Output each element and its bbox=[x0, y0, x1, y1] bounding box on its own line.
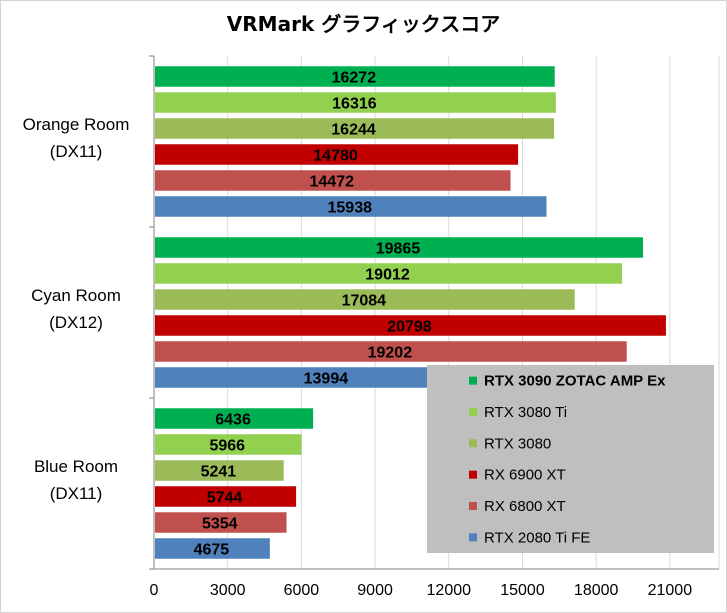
bar bbox=[155, 144, 519, 165]
data-label: 16244 bbox=[331, 122, 376, 139]
data-label: 14780 bbox=[313, 148, 358, 165]
category-label: (DX11) bbox=[50, 484, 103, 503]
data-label: 5744 bbox=[207, 490, 243, 507]
legend-box bbox=[427, 365, 714, 553]
axes: 0 3000 6000 9000 12000 15000 18000 21000 Orange … bbox=[23, 55, 719, 599]
category-label: (DX11) bbox=[50, 142, 103, 161]
bar bbox=[155, 434, 302, 455]
legend-entry: RTX 3080 Ti bbox=[484, 404, 567, 421]
data-label: 20798 bbox=[387, 319, 432, 336]
data-label: 17084 bbox=[342, 293, 387, 310]
bars: 16272 16316 16244 14780 14472 15938 19865 19012… bbox=[155, 66, 666, 559]
data-label: 15938 bbox=[328, 200, 373, 217]
legend-swatch bbox=[469, 439, 477, 448]
x-tick-label: 15000 bbox=[500, 582, 545, 599]
x-tick-label: 0 bbox=[150, 582, 159, 599]
legend-swatch bbox=[469, 376, 477, 385]
legend-swatch bbox=[469, 470, 477, 479]
data-label: 16316 bbox=[332, 96, 377, 113]
legend-entry: RX 6900 XT bbox=[484, 467, 566, 484]
bar bbox=[155, 408, 314, 429]
legend-entry: RTX 3080 bbox=[484, 435, 551, 452]
data-label: 19865 bbox=[376, 241, 421, 258]
legend-entry: RTX 3090 ZOTAC AMP Ex bbox=[484, 373, 666, 390]
bar bbox=[155, 237, 643, 258]
x-tick-label: 18000 bbox=[574, 582, 619, 599]
data-label: 5966 bbox=[209, 438, 245, 455]
bar bbox=[155, 66, 555, 87]
legend-entry: RX 6800 XT bbox=[484, 498, 566, 515]
chart-title: VRMark グラフィックスコア bbox=[226, 12, 501, 36]
data-label: 19012 bbox=[365, 267, 410, 284]
category-label: Cyan Room bbox=[31, 286, 121, 305]
category-label: (DX12) bbox=[49, 313, 103, 332]
bar bbox=[155, 341, 627, 362]
legend-swatch bbox=[469, 408, 477, 416]
bar bbox=[155, 367, 499, 388]
data-label: 13994 bbox=[304, 371, 349, 388]
data-label: 4675 bbox=[194, 542, 230, 559]
bar bbox=[155, 486, 297, 507]
bar bbox=[155, 512, 287, 533]
bar bbox=[155, 170, 511, 191]
legend: RTX 3090 ZOTAC AMP Ex RTX 3080 Ti RTX 3080… bbox=[427, 365, 714, 553]
bar bbox=[155, 196, 547, 217]
category-label: Orange Room bbox=[23, 115, 130, 134]
x-tick-label: 6000 bbox=[284, 582, 320, 599]
data-label: 19202 bbox=[368, 345, 413, 362]
data-label: 6436 bbox=[215, 412, 251, 429]
x-tick-label: 3000 bbox=[210, 582, 246, 599]
bar bbox=[155, 118, 555, 139]
bar bbox=[155, 289, 575, 310]
data-label: 5241 bbox=[201, 464, 237, 481]
legend-entry: RTX 2080 Ti FE bbox=[484, 529, 590, 546]
bar bbox=[155, 315, 666, 336]
x-tick-label: 21000 bbox=[648, 582, 693, 599]
x-tick-label: 9000 bbox=[357, 582, 393, 599]
x-tick-label: 12000 bbox=[427, 582, 472, 599]
legend-swatch bbox=[469, 502, 477, 510]
data-label: 5354 bbox=[202, 516, 238, 533]
bar bbox=[155, 538, 270, 559]
bar bbox=[155, 460, 284, 481]
data-label: 16272 bbox=[332, 70, 377, 87]
data-label: 14472 bbox=[310, 174, 355, 191]
category-label: Blue Room bbox=[34, 457, 118, 476]
bar bbox=[155, 92, 556, 113]
bar bbox=[155, 263, 623, 284]
legend-swatch bbox=[469, 533, 477, 542]
